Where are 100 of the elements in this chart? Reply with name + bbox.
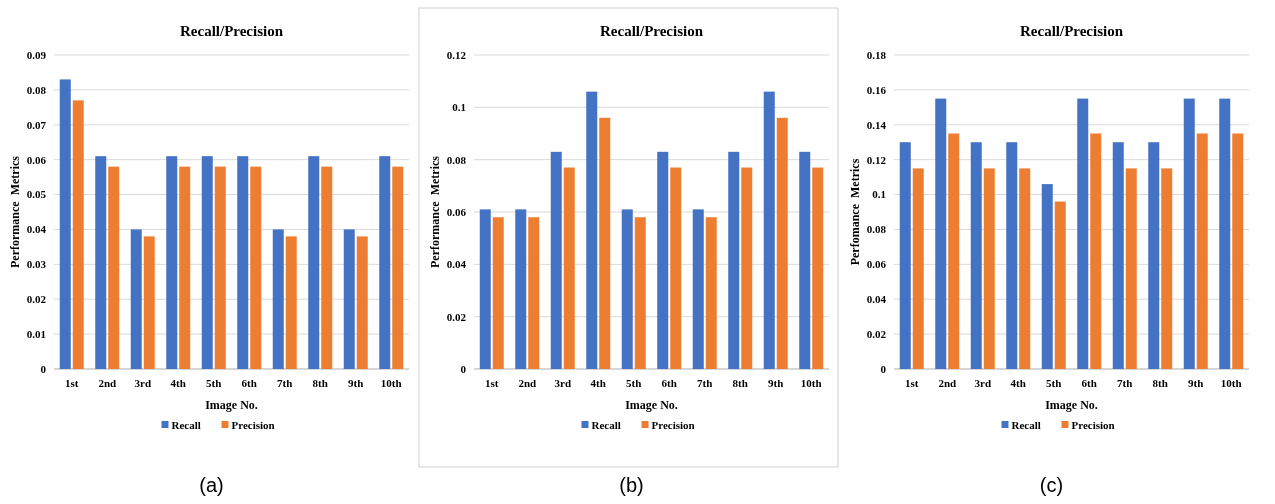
x-tick-label: 10th — [380, 377, 402, 389]
bar — [479, 209, 491, 369]
bar — [586, 91, 598, 369]
x-tick-label: 8th — [1152, 377, 1168, 389]
bar — [321, 166, 333, 369]
y-tick-label: 0.12 — [446, 48, 467, 61]
y-tick-label: 0.03 — [26, 258, 47, 271]
y-tick-label: 0.14 — [866, 118, 887, 131]
bar — [550, 151, 562, 369]
x-tick-label: 6th — [1081, 377, 1097, 389]
x-tick-label: 6th — [241, 377, 257, 389]
x-tick-label: 1st — [65, 377, 79, 389]
legend-label: Precision — [651, 419, 695, 432]
x-tick-label: 7th — [277, 377, 293, 389]
bar — [515, 209, 527, 369]
legend-label: Recall — [171, 419, 201, 432]
bar — [899, 142, 911, 369]
bar — [692, 209, 704, 369]
bar — [379, 156, 391, 369]
bar — [1232, 133, 1244, 369]
bar — [970, 142, 982, 369]
bar — [935, 98, 947, 369]
y-tick-label: 0.09 — [26, 48, 47, 61]
y-tick-label: 0.02 — [446, 310, 467, 323]
x-tick-label: 7th — [697, 377, 713, 389]
bar — [599, 117, 611, 369]
x-tick-label: 3rd — [974, 377, 991, 389]
y-tick-label: 0.08 — [866, 223, 887, 236]
bar — [670, 167, 682, 369]
bar — [130, 229, 142, 369]
x-tick-label: 5th — [1046, 377, 1062, 389]
x-tick-label: 8th — [312, 377, 328, 389]
x-tick-label: 7th — [1117, 377, 1133, 389]
bar — [143, 236, 155, 369]
x-axis-title: Image No. — [205, 398, 258, 412]
x-tick-label: 10th — [1220, 377, 1242, 389]
bar — [948, 133, 960, 369]
bar — [237, 156, 249, 369]
bar — [179, 166, 191, 369]
bar — [343, 229, 355, 369]
bar — [763, 91, 775, 369]
x-tick-label: 2nd — [98, 377, 117, 389]
bar — [1077, 98, 1089, 369]
bar — [1196, 133, 1208, 369]
legend-label: Recall — [1011, 419, 1041, 432]
bar — [1019, 168, 1031, 369]
legend-label: Recall — [591, 419, 621, 432]
bar — [1183, 98, 1195, 369]
y-tick-label: 0.04 — [866, 293, 887, 306]
chart-title: Recall/Precision — [179, 23, 284, 39]
bar — [528, 217, 540, 369]
bar — [108, 166, 120, 369]
x-tick-label: 8th — [732, 377, 748, 389]
x-tick-label: 5th — [206, 377, 222, 389]
x-tick-label: 9th — [768, 377, 784, 389]
bar — [59, 79, 71, 369]
y-tick-label: 0.01 — [26, 327, 46, 340]
y-tick-label: 0.04 — [446, 258, 467, 271]
bar — [250, 166, 262, 369]
y-tick-label: 0 — [40, 362, 47, 375]
bar — [1054, 201, 1066, 369]
x-tick-label: 10th — [800, 377, 822, 389]
y-tick-label: 0.06 — [26, 153, 47, 166]
bar — [563, 167, 575, 369]
bar — [356, 236, 368, 369]
x-tick-label: 9th — [1188, 377, 1204, 389]
bar — [705, 217, 717, 369]
bar — [1161, 168, 1173, 369]
bar — [1006, 142, 1018, 369]
x-tick-label: 1st — [905, 377, 919, 389]
x-tick-label: 4th — [170, 377, 186, 389]
bar — [1125, 168, 1137, 369]
bar — [392, 166, 404, 369]
bar — [741, 167, 753, 369]
bar — [214, 166, 226, 369]
bar — [912, 168, 924, 369]
x-tick-label: 9th — [348, 377, 364, 389]
text: (c) — [1039, 474, 1064, 496]
x-axis-title: Image No. — [1045, 398, 1098, 412]
bar — [1112, 142, 1124, 369]
x-tick-label: 1st — [485, 377, 499, 389]
y-tick-label: 0.06 — [866, 258, 887, 271]
x-tick-label: 6th — [661, 377, 677, 389]
bar — [95, 156, 107, 369]
legend-label: Precision — [1071, 419, 1115, 432]
bar — [492, 217, 504, 369]
x-tick-label: 4th — [590, 377, 606, 389]
y-tick-label: 0.07 — [26, 118, 47, 131]
bar — [1041, 184, 1053, 369]
text: (b) — [619, 474, 644, 496]
bar — [799, 151, 811, 369]
bar — [272, 229, 284, 369]
bar — [1148, 142, 1160, 369]
bar — [983, 168, 995, 369]
bar — [657, 151, 669, 369]
x-axis-title: Image No. — [625, 398, 678, 412]
chart-title: Recall/Precision — [599, 23, 704, 39]
x-tick-label: 2nd — [938, 377, 957, 389]
y-tick-label: 0.04 — [26, 223, 47, 236]
y-tick-label: 0 — [880, 362, 887, 375]
